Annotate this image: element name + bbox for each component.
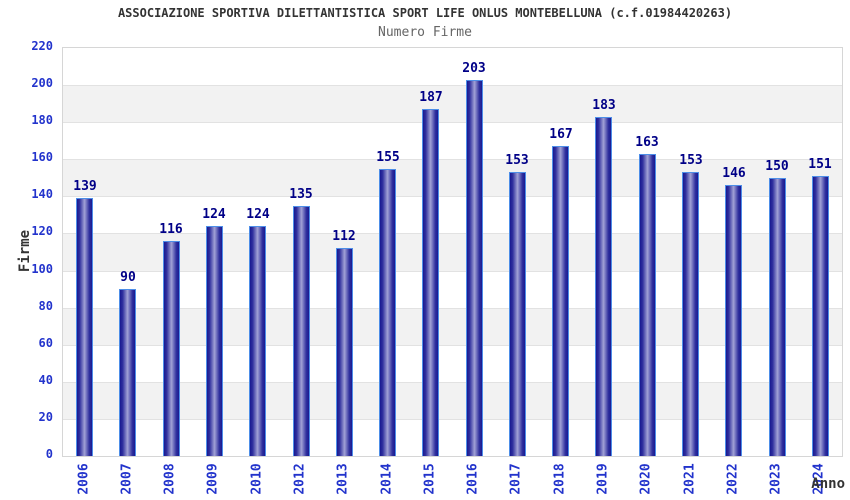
- bar-value-label: 203: [462, 61, 486, 76]
- x-tick-label: 2013: [335, 463, 351, 495]
- x-tick-label: 2015: [422, 463, 438, 495]
- x-tick-label: 2006: [76, 463, 92, 495]
- x-tick-label: 2009: [205, 463, 221, 495]
- bar-value-label: 116: [159, 222, 183, 237]
- bar-value-label: 124: [202, 207, 226, 222]
- bar: [769, 178, 786, 456]
- grid-line: [63, 159, 842, 160]
- bar: [466, 80, 483, 456]
- y-tick-label: 100: [31, 262, 53, 276]
- bar-value-label: 139: [73, 179, 97, 194]
- bar: [379, 169, 396, 456]
- bar: [595, 117, 612, 456]
- bar-value-label: 146: [722, 166, 746, 181]
- bar-value-label: 135: [289, 187, 313, 202]
- y-tick-label: 60: [38, 336, 53, 350]
- bar: [422, 109, 439, 456]
- y-tick-label: 200: [31, 76, 53, 90]
- x-tick-label: 2007: [119, 463, 135, 495]
- bar-value-label: 187: [419, 90, 443, 105]
- grid-band: [63, 381, 842, 419]
- bar-value-label: 150: [765, 159, 789, 174]
- grid-band: [63, 48, 842, 86]
- grid-line: [63, 308, 842, 309]
- bar-value-label: 153: [505, 153, 529, 168]
- x-tick-label: 2019: [595, 463, 611, 495]
- x-tick-label: 2010: [249, 463, 265, 495]
- bar: [293, 206, 310, 456]
- grid-band: [63, 418, 842, 456]
- grid-line: [63, 419, 842, 420]
- bar: [812, 176, 829, 456]
- x-tick-label: 2020: [638, 463, 654, 495]
- x-tick-label: 2014: [379, 463, 395, 495]
- x-tick-label: 2022: [725, 463, 741, 495]
- x-tick-label: 2012: [292, 463, 308, 495]
- x-tick-label: 2008: [162, 463, 178, 495]
- grid-line: [63, 382, 842, 383]
- grid-line: [63, 85, 842, 86]
- bar-value-label: 167: [549, 127, 573, 142]
- grid-band: [63, 196, 842, 234]
- bar: [249, 226, 266, 456]
- grid-band: [63, 233, 842, 271]
- y-tick-label: 20: [38, 410, 53, 424]
- bar-value-label: 151: [808, 157, 832, 172]
- chart-plot: 139 90 116 124 124 135 112 155 187 203 153 167 183 16…: [62, 47, 843, 457]
- y-tick-label: 180: [31, 113, 53, 127]
- chart-title: ASSOCIAZIONE SPORTIVA DILETTANTISTICA SP…: [117, 6, 733, 20]
- chart-subtitle: Numero Firme: [378, 25, 472, 40]
- x-axis-title: Anno: [811, 476, 845, 492]
- x-tick-label: 2016: [465, 463, 481, 495]
- bar: [639, 154, 656, 456]
- x-tick-label: 2023: [768, 463, 784, 495]
- grid-line: [63, 233, 842, 234]
- grid-band: [63, 307, 842, 345]
- bar-value-label: 155: [376, 150, 400, 165]
- x-tick-label: 2018: [552, 463, 568, 495]
- grid-band: [63, 159, 842, 197]
- bar-value-label: 183: [592, 98, 616, 113]
- y-tick-label: 120: [31, 224, 53, 238]
- bar-value-label: 124: [246, 207, 270, 222]
- y-tick-label: 0: [45, 447, 53, 461]
- bar: [509, 172, 526, 456]
- grid-line: [63, 196, 842, 197]
- bar-value-label: 153: [679, 153, 703, 168]
- y-tick-label: 40: [38, 373, 53, 387]
- x-tick-label: 2017: [508, 463, 524, 495]
- bar: [552, 146, 569, 456]
- bar: [76, 198, 93, 456]
- bar: [725, 185, 742, 456]
- x-tick-label: 2021: [682, 463, 698, 495]
- grid-line: [63, 122, 842, 123]
- bar-value-label: 112: [332, 229, 356, 244]
- y-tick-label: 140: [31, 187, 53, 201]
- bar: [682, 172, 699, 456]
- grid-band: [63, 85, 842, 123]
- grid-band: [63, 270, 842, 308]
- grid-line: [63, 345, 842, 346]
- y-tick-label: 80: [38, 299, 53, 313]
- bar-value-label: 163: [635, 135, 659, 150]
- bar-value-label: 90: [120, 270, 136, 285]
- bar: [163, 241, 180, 456]
- bar: [336, 248, 353, 456]
- y-tick-label: 160: [31, 150, 53, 164]
- bar: [119, 289, 136, 456]
- grid-band: [63, 122, 842, 160]
- y-tick-label: 220: [31, 39, 53, 53]
- grid-line: [63, 271, 842, 272]
- grid-band: [63, 344, 842, 382]
- bar: [206, 226, 223, 456]
